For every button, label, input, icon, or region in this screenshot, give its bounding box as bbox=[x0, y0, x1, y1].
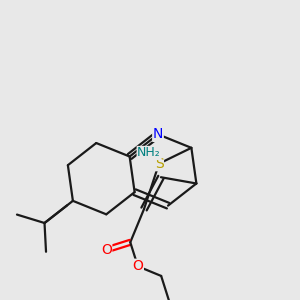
Text: NH₂: NH₂ bbox=[137, 146, 161, 160]
Text: O: O bbox=[132, 259, 143, 273]
Text: N: N bbox=[153, 128, 163, 141]
Text: O: O bbox=[101, 243, 112, 257]
Text: S: S bbox=[154, 157, 164, 171]
